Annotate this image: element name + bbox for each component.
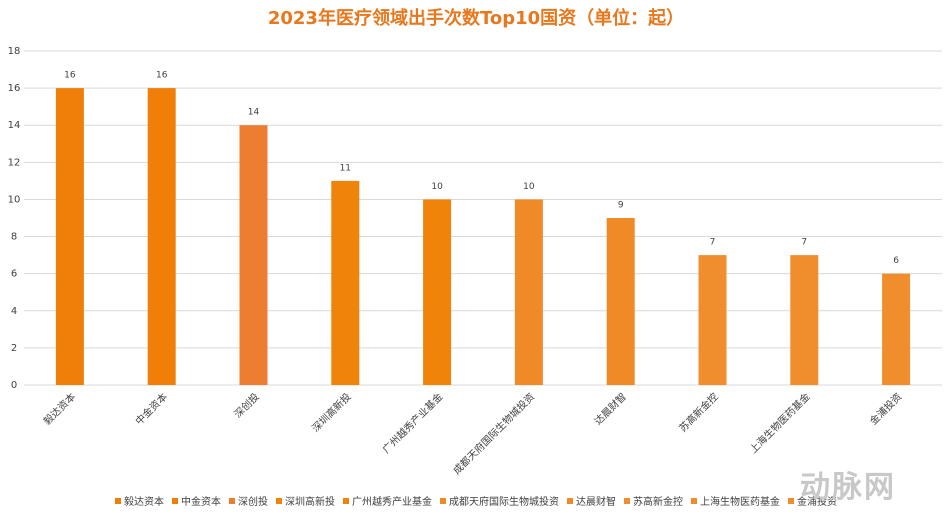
- y-tick-label: 4: [11, 306, 17, 317]
- y-tick-label: 2: [11, 343, 17, 354]
- data-label: 10: [431, 182, 443, 192]
- legend-item: 深创投: [229, 493, 268, 508]
- data-label: 14: [248, 108, 260, 118]
- bar: [882, 273, 911, 385]
- x-tick-label: 达晨财智: [591, 390, 628, 427]
- data-label: 7: [801, 238, 807, 248]
- legend-label: 中金资本: [181, 497, 221, 508]
- legend-label: 成都天府国际生物城投资: [449, 497, 559, 508]
- y-tick-label: 16: [8, 83, 21, 94]
- y-tick-label: 8: [11, 232, 17, 243]
- legend-label: 达晨财智: [576, 497, 616, 508]
- data-label: 16: [156, 71, 168, 81]
- legend-swatch: [115, 497, 121, 504]
- legend-label: 苏高新金控: [633, 497, 683, 508]
- legend-item: 上海生物医药基金: [691, 493, 780, 508]
- x-tick-label: 广州越秀产业基金: [380, 390, 446, 456]
- data-label: 11: [340, 163, 351, 173]
- bar: [514, 199, 543, 385]
- x-tick-label: 深创投: [231, 390, 261, 420]
- bar: [423, 199, 452, 385]
- y-tick-label: 10: [8, 194, 21, 205]
- legend-swatch: [229, 497, 235, 504]
- bar: [239, 125, 268, 385]
- legend-item: 中金资本: [172, 493, 221, 508]
- legend-label: 广州越秀产业基金: [352, 497, 432, 508]
- legend-label: 深圳高新投: [285, 497, 335, 508]
- bar: [55, 88, 84, 385]
- x-tick-label: 上海生物医药基金: [747, 390, 813, 456]
- legend-label: 金浦投资: [797, 497, 837, 508]
- legend-swatch: [172, 497, 178, 504]
- data-label: 9: [618, 201, 624, 211]
- legend-swatch: [691, 497, 697, 504]
- watermark: 动脉网: [800, 470, 896, 505]
- y-tick-label: 6: [11, 269, 17, 280]
- legend: 毅达资本 中金资本 深创投 深圳高新投 广州越秀产业基金 成都天府国际生物城投资 达晨财智 苏…: [0, 493, 952, 508]
- data-label: 7: [710, 238, 716, 248]
- y-tick-label: 12: [8, 157, 21, 168]
- data-label: 16: [64, 71, 76, 81]
- legend-label: 上海生物医药基金: [700, 497, 780, 508]
- bar: [606, 218, 635, 385]
- legend-label: 深创投: [238, 497, 268, 508]
- legend-item: 苏高新金控: [624, 493, 683, 508]
- x-tick-label: 苏高新金控: [676, 390, 721, 435]
- x-tick-label: 深圳高新投: [309, 390, 354, 435]
- y-tick-label: 0: [11, 380, 17, 391]
- x-tick-label: 中金资本: [132, 390, 169, 427]
- x-tick-label: 金浦投资: [867, 390, 904, 427]
- legend-swatch: [343, 497, 349, 504]
- legend-swatch: [624, 497, 630, 504]
- bar: [147, 88, 176, 385]
- legend-item: 毅达资本: [115, 493, 164, 508]
- y-tick-label: 18: [8, 46, 21, 57]
- data-label: 10: [523, 182, 535, 192]
- legend-swatch: [788, 497, 794, 504]
- chart-title: 2023年医疗领域出手次数Top10国资（单位：起）: [268, 7, 684, 29]
- bar: [790, 255, 819, 385]
- legend-item: 达晨财智: [567, 493, 616, 508]
- bar: [698, 255, 727, 385]
- x-tick-label: 成都天府国际生物城投资: [450, 390, 537, 477]
- legend-item: 成都天府国际生物城投资: [440, 493, 559, 508]
- legend-item: 广州越秀产业基金: [343, 493, 432, 508]
- legend-swatch: [276, 497, 282, 504]
- x-tick-label: 毅达资本: [41, 390, 78, 427]
- legend-swatch: [440, 497, 446, 504]
- legend-item: 深圳高新投: [276, 493, 335, 508]
- y-tick-label: 14: [8, 120, 21, 131]
- bar: [331, 180, 360, 385]
- legend-label: 毅达资本: [124, 497, 164, 508]
- legend-swatch: [567, 497, 573, 504]
- legend-item: 金浦投资: [788, 493, 837, 508]
- data-label: 6: [893, 256, 899, 266]
